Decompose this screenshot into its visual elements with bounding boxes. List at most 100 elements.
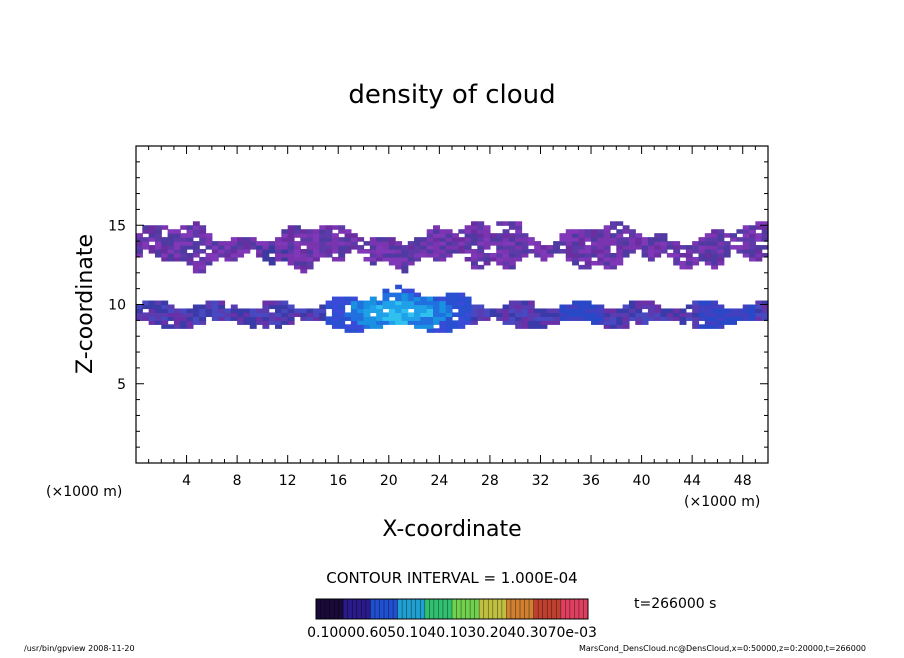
density-cell bbox=[420, 252, 428, 258]
density-cell bbox=[173, 316, 181, 321]
density-cell bbox=[692, 304, 700, 310]
density-cell bbox=[319, 252, 327, 258]
density-cell bbox=[382, 256, 390, 262]
density-cell bbox=[660, 245, 668, 250]
density-cell bbox=[161, 256, 169, 262]
density-cell bbox=[414, 256, 421, 262]
density-cell bbox=[647, 245, 655, 250]
density-cell bbox=[698, 252, 706, 258]
density-cell bbox=[154, 316, 162, 321]
density-cell bbox=[275, 308, 282, 314]
density-cell bbox=[559, 233, 567, 238]
density-cell bbox=[300, 312, 308, 317]
density-cell bbox=[698, 300, 706, 306]
density-cell bbox=[610, 260, 617, 266]
density-cell bbox=[363, 256, 371, 262]
density-cell bbox=[388, 237, 396, 242]
density-cell bbox=[237, 241, 245, 246]
density-cell bbox=[717, 229, 725, 234]
density-cell bbox=[723, 312, 731, 317]
density-cell bbox=[136, 312, 143, 317]
density-cell bbox=[306, 229, 314, 234]
density-cell bbox=[489, 233, 497, 238]
density-cell bbox=[673, 256, 681, 262]
density-cell bbox=[275, 252, 282, 258]
density-cell bbox=[192, 308, 200, 314]
density-cell bbox=[654, 308, 662, 314]
density-cell bbox=[426, 237, 434, 242]
density-cell bbox=[205, 304, 213, 310]
density-cell bbox=[344, 316, 352, 321]
density-cell bbox=[698, 312, 706, 317]
density-cell bbox=[458, 292, 466, 298]
density-cell bbox=[641, 249, 649, 254]
density-cell bbox=[445, 296, 453, 302]
density-cell bbox=[622, 229, 630, 234]
density-cell bbox=[704, 300, 712, 306]
density-cell bbox=[578, 229, 586, 234]
density-cell bbox=[426, 328, 434, 333]
density-cell bbox=[553, 249, 561, 254]
density-cell bbox=[546, 312, 554, 317]
density-cell bbox=[439, 312, 447, 317]
density-cell bbox=[464, 256, 472, 262]
density-cell bbox=[508, 249, 516, 254]
density-cell bbox=[388, 308, 396, 314]
density-cell bbox=[376, 245, 384, 250]
density-cell bbox=[426, 296, 434, 302]
density-cell bbox=[452, 296, 459, 302]
density-cell bbox=[344, 324, 352, 329]
density-cell bbox=[717, 256, 725, 262]
density-cell bbox=[148, 320, 156, 325]
density-cell bbox=[679, 260, 687, 266]
density-cell bbox=[167, 249, 175, 254]
density-cell bbox=[230, 252, 238, 258]
density-cell bbox=[407, 304, 415, 310]
density-cell bbox=[540, 249, 548, 254]
density-cell bbox=[540, 256, 548, 262]
density-cell bbox=[464, 225, 472, 230]
density-cell bbox=[338, 324, 346, 329]
density-cell bbox=[199, 241, 207, 246]
density-cell bbox=[470, 316, 478, 321]
density-cell bbox=[572, 260, 579, 266]
density-cell bbox=[717, 308, 725, 314]
density-cell bbox=[565, 256, 573, 262]
density-cell bbox=[224, 312, 232, 317]
density-cell bbox=[477, 316, 485, 321]
density-cell bbox=[395, 284, 403, 290]
density-cell bbox=[331, 225, 339, 230]
density-cell bbox=[388, 316, 396, 321]
density-cell bbox=[249, 308, 257, 314]
density-cell bbox=[363, 304, 371, 310]
density-cell bbox=[414, 241, 421, 246]
density-cell bbox=[331, 296, 339, 302]
x-tick-label: 32 bbox=[532, 473, 550, 489]
density-cell bbox=[736, 245, 744, 250]
density-cell bbox=[275, 300, 282, 306]
density-cell bbox=[610, 252, 617, 258]
density-cell bbox=[287, 252, 295, 258]
density-cell bbox=[660, 308, 668, 314]
density-cell bbox=[338, 241, 346, 246]
chart-title: density of cloud bbox=[348, 80, 555, 110]
density-cell bbox=[344, 233, 352, 238]
density-cell bbox=[470, 304, 478, 310]
density-cell bbox=[186, 316, 194, 321]
density-cell bbox=[477, 252, 485, 258]
density-cell bbox=[218, 249, 226, 254]
density-cell bbox=[192, 233, 200, 238]
density-cell bbox=[344, 312, 352, 317]
density-cell bbox=[445, 237, 453, 242]
density-cell bbox=[294, 245, 301, 250]
density-cell bbox=[736, 229, 744, 234]
density-cell bbox=[167, 312, 175, 317]
density-cell bbox=[584, 260, 592, 266]
density-cell bbox=[521, 249, 529, 254]
density-cell bbox=[287, 241, 295, 246]
density-cell bbox=[218, 300, 226, 306]
density-cell bbox=[711, 320, 719, 325]
density-cell bbox=[711, 256, 719, 262]
density-cell bbox=[647, 252, 655, 258]
density-cell bbox=[597, 260, 605, 266]
